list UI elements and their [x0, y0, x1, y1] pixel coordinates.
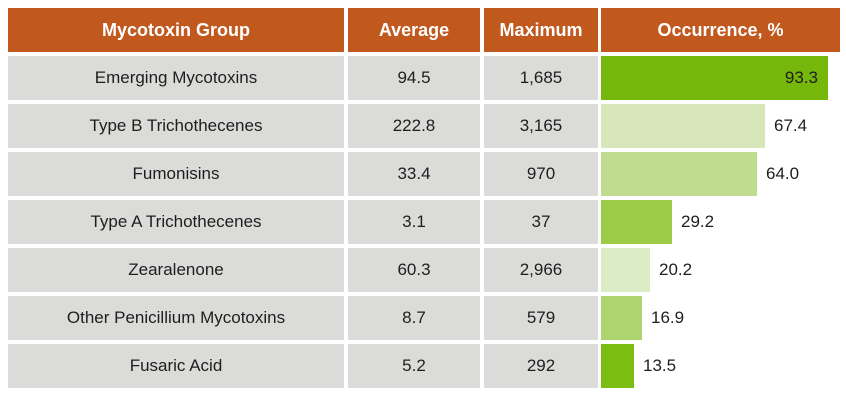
group-cell: Other Penicillium Mycotoxins [8, 296, 344, 340]
table-row: Type A Trichothecenes 3.1 37 29.2 [8, 200, 846, 244]
average-cell: 60.3 [348, 248, 480, 292]
occurrence-bar [601, 344, 634, 388]
column-header-mycotoxin-group: Mycotoxin Group [8, 8, 344, 52]
maximum-cell: 579 [484, 296, 598, 340]
occurrence-value: 13.5 [643, 356, 677, 375]
occurrence-value: 16.9 [651, 308, 685, 327]
occurrence-bar [601, 104, 765, 148]
average-cell: 5.2 [348, 344, 480, 388]
header-row: Mycotoxin Group Average Maximum Occurren… [8, 8, 846, 52]
table-row: Type B Trichothecenes 222.8 3,165 67.4 [8, 104, 846, 148]
group-cell: Emerging Mycotoxins [8, 56, 344, 100]
occurrence-cell: 16.9 [601, 296, 840, 340]
column-header-maximum: Maximum [484, 8, 598, 52]
occurrence-value: 93.3 [784, 68, 818, 87]
average-cell: 3.1 [348, 200, 480, 244]
column-header-occurrence: Occurrence, % [601, 8, 840, 52]
group-cell: Zearalenone [8, 248, 344, 292]
average-cell: 33.4 [348, 152, 480, 196]
occurrence-bar [601, 200, 672, 244]
occurrence-bar [601, 56, 828, 100]
average-cell: 94.5 [348, 56, 480, 100]
occurrence-cell: 64.0 [601, 152, 840, 196]
maximum-cell: 3,165 [484, 104, 598, 148]
occurrence-cell: 29.2 [601, 200, 840, 244]
occurrence-value: 64.0 [766, 164, 800, 183]
occurrence-cell: 67.4 [601, 104, 840, 148]
table-row: Fusaric Acid 5.2 292 13.5 [8, 344, 846, 388]
occurrence-value: 20.2 [659, 260, 693, 279]
occurrence-bar [601, 152, 757, 196]
occurrence-value: 29.2 [681, 212, 715, 231]
group-cell: Fumonisins [8, 152, 344, 196]
column-header-average: Average [348, 8, 480, 52]
table-row: Fumonisins 33.4 970 64.0 [8, 152, 846, 196]
maximum-cell: 2,966 [484, 248, 598, 292]
maximum-cell: 292 [484, 344, 598, 388]
average-cell: 8.7 [348, 296, 480, 340]
table-row: Emerging Mycotoxins 94.5 1,685 93.3 [8, 56, 846, 100]
occurrence-cell: 20.2 [601, 248, 840, 292]
table-row: Zearalenone 60.3 2,966 20.2 [8, 248, 846, 292]
maximum-cell: 37 [484, 200, 598, 244]
group-cell: Fusaric Acid [8, 344, 344, 388]
occurrence-cell: 93.3 [601, 56, 840, 100]
mycotoxin-occurrence-table: Mycotoxin Group Average Maximum Occurren… [8, 8, 846, 388]
group-cell: Type B Trichothecenes [8, 104, 344, 148]
table-row: Other Penicillium Mycotoxins 8.7 579 16.… [8, 296, 846, 340]
maximum-cell: 1,685 [484, 56, 598, 100]
maximum-cell: 970 [484, 152, 598, 196]
average-cell: 222.8 [348, 104, 480, 148]
occurrence-bar [601, 248, 650, 292]
occurrence-value: 67.4 [774, 116, 808, 135]
group-cell: Type A Trichothecenes [8, 200, 344, 244]
occurrence-bar [601, 296, 642, 340]
occurrence-cell: 13.5 [601, 344, 840, 388]
